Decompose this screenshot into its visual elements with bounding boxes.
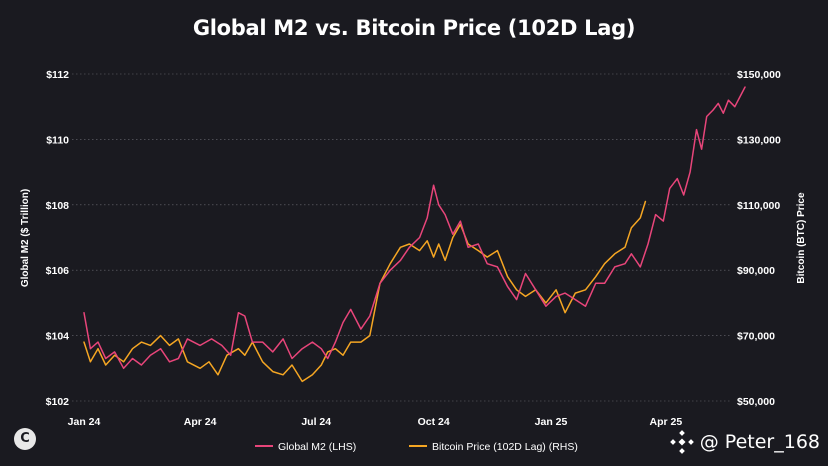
series-line-bitcoin-price [83, 200, 647, 383]
legend-label-m2: Global M2 (LHS) [278, 441, 356, 453]
y-right-tick-label: $70,000 [737, 331, 775, 343]
series-line-global-m2 [83, 86, 746, 370]
x-tick-label: Jan 25 [535, 416, 568, 428]
y-right-tick-label: $90,000 [737, 265, 775, 277]
x-tick-label: Apr 25 [650, 416, 683, 428]
legend-label-btc: Bitcoin Price (102D Lag) (RHS) [432, 441, 578, 453]
watermark: @ Peter_168 [669, 430, 820, 454]
y-left-tick-label: $110 [46, 134, 69, 146]
x-tick-label: Jan 24 [68, 416, 101, 428]
y-left-tick-label: $104 [46, 331, 70, 343]
series-layer [83, 86, 746, 383]
y-axis-right-label: Bitcoin (BTC) Price [796, 192, 807, 284]
grid-lines [72, 73, 732, 402]
y-axis-left-label: Global M2 ($ Trillion) [20, 189, 31, 287]
x-tick-label: Apr 24 [184, 416, 217, 428]
y-left-tick-label: $108 [46, 200, 70, 212]
tick-labels: $102 $50,000 $104 $70,000 $106 $90,000 $108 $11… [46, 69, 781, 428]
y-right-tick-label: $130,000 [737, 134, 781, 146]
y-right-tick-label: $110,000 [737, 200, 780, 212]
x-tick-label: Jul 24 [301, 416, 331, 428]
y-left-tick-label: $102 [46, 396, 70, 408]
y-right-tick-label: $50,000 [737, 396, 775, 408]
chart-title: Global M2 vs. Bitcoin Price (102D Lag) [192, 16, 636, 40]
copyright-logo-icon: C [14, 428, 36, 450]
y-left-tick-label: $106 [46, 265, 70, 277]
y-right-tick-label: $150,000 [737, 69, 781, 81]
x-tick-label: Oct 24 [418, 416, 450, 428]
binance-icon [669, 430, 694, 454]
legend: Global M2 (LHS) Bitcoin Price (102D Lag)… [255, 441, 578, 453]
watermark-text: @ Peter_168 [699, 431, 820, 453]
y-left-tick-label: $112 [46, 69, 69, 81]
